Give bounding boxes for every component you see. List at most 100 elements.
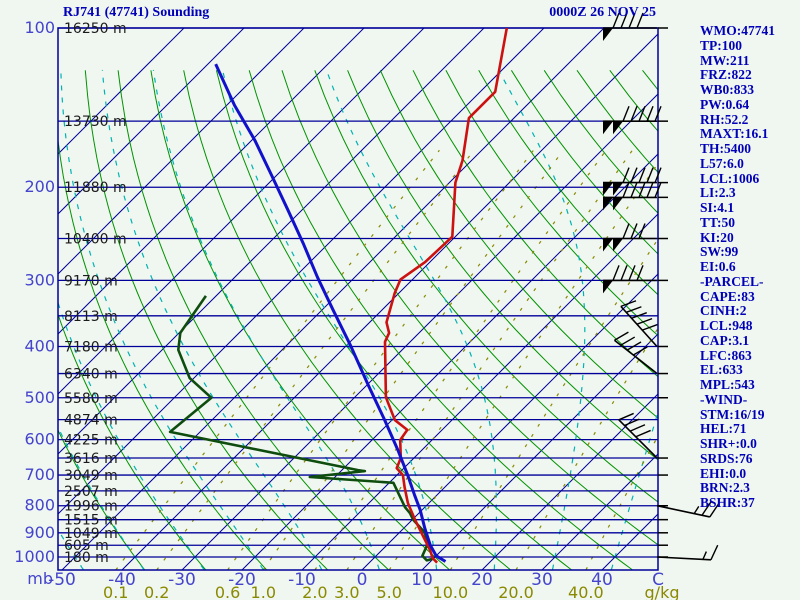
wind-barb-full-tick [612,265,620,281]
mixing-ratio-label: 0.1 [103,583,128,600]
moist-adiabat-line [58,300,205,570]
mixing-ratio-line [346,149,633,570]
isotherm-line [301,213,658,570]
temperature-tick-label: 0 [357,570,368,590]
wind-barb-full-tick [633,346,648,356]
stat-line: BRN:2.3 [700,480,750,496]
height-label: 605 m [64,538,109,554]
height-label: 1996 m [64,499,118,515]
wind-barb-staff [656,504,710,518]
isotherm-line [541,453,658,570]
wind-barb-full-tick [646,167,654,183]
stat-line: -PARCEL- [700,273,764,289]
stat-line: CAP:3.1 [700,332,750,348]
wind-barb [603,223,657,252]
dry-adiabat-line [347,70,658,461]
stat-line: TH:5400 [700,141,752,156]
height-label: 7180 m [64,339,118,355]
mixing-ratio-label: 1.0 [251,583,276,600]
stat-line: LCL:1006 [700,170,760,186]
stat-line: MPL:543 [700,377,755,392]
stat-line: WB0:833 [700,82,754,97]
wind-barb-full-tick [629,424,646,432]
mixing-ratio-line [449,238,658,570]
stat-line: MW:211 [700,52,750,68]
chart-title: RJ741 (47741) Sounding [63,5,210,20]
stat-line: SW:99 [700,244,739,260]
temperature-tick-label: -30 [168,570,196,590]
mixing-ratio-label: 0.6 [215,583,240,600]
wind-barb [603,182,662,211]
wind-barb-full-tick [622,105,630,122]
dry-adiabat-line [84,70,329,570]
isotherm-line [58,28,365,335]
wind-barb [656,501,720,518]
height-label: 9170 m [64,273,118,289]
stat-line: LFC:863 [700,347,752,363]
wind-barb [603,265,657,294]
stat-line: L57:6.0 [700,155,744,171]
wind-barb-full-tick [630,223,638,239]
wind-barb-pennant [613,238,623,252]
temperature-tick-label: 10 [411,570,433,590]
isotherm-line [421,333,658,570]
wind-barb-full-tick [646,182,654,198]
height-label: 6340 m [64,367,118,383]
isotherm-line [61,28,605,570]
pressure-unit-label: mb [27,569,53,588]
stat-line: FRZ:822 [700,67,752,83]
wind-barb-full-tick [614,331,629,341]
mixing-ratio-line [388,162,658,570]
wind-barb-full-tick [630,105,638,122]
pressure-tick-label: 800 [24,496,55,515]
wind-barb-half-tick [693,506,700,514]
wind-barb-full-tick [710,544,719,561]
wind-barb-pennant [603,280,613,294]
wind-barb-full-tick [625,306,642,313]
mixing-ratio-label: 10.0 [433,583,469,600]
wind-barb-staff [656,556,711,561]
wind-barb-full-tick [636,12,644,29]
wind-barb [603,12,657,41]
mixing-ratio-label: 0.2 [144,583,169,600]
stat-line: -WIND- [700,391,748,407]
height-label: 2507 m [64,484,118,500]
height-label: 4874 m [64,413,118,429]
stat-line: BSHR:37 [700,495,755,510]
wind-barb-full-tick [612,12,620,29]
stat-line: CAPE:83 [700,288,755,304]
temperature-curve [383,28,509,564]
stat-line: TT:50 [700,214,736,230]
wind-barb [656,544,719,561]
wind-barb-full-tick [638,105,646,122]
stat-line: CINH:2 [700,303,747,319]
stat-line: EL:633 [700,362,743,378]
dry-adiabat-line [183,70,511,570]
pressure-tick-label: 700 [24,465,55,484]
height-label: 3049 m [64,468,118,484]
stat-line: SRDS:76 [700,450,753,466]
wind-barb-full-tick [638,223,646,239]
stat-line: SI:4.1 [700,200,735,215]
isotherm-line [181,93,658,570]
wind-barb-full-tick [642,323,658,331]
wind-barb-full-tick [630,167,638,183]
wind-barb-staff [613,339,658,375]
wind-barb-full-tick [701,501,712,516]
dry-adiabat-line [412,70,658,378]
wind-barb-pennant [603,197,613,211]
stat-line: KI:20 [700,229,734,245]
wind-barb-full-tick [654,182,662,198]
mixing-ratio-line [515,327,658,570]
isotherm-line [58,28,485,455]
wind-barb-full-tick [622,223,630,239]
mixing-ratio-line [115,149,440,570]
pressure-tick-label: 1000 [14,547,55,566]
mixing-ratio-unit-label: g/kg [645,583,680,600]
mixing-ratio-label: 2.0 [302,583,327,600]
wind-barb-staff [618,419,658,459]
temperature-tick-label: -10 [288,570,316,590]
profile-curves [168,28,509,564]
background-grid [58,28,658,570]
